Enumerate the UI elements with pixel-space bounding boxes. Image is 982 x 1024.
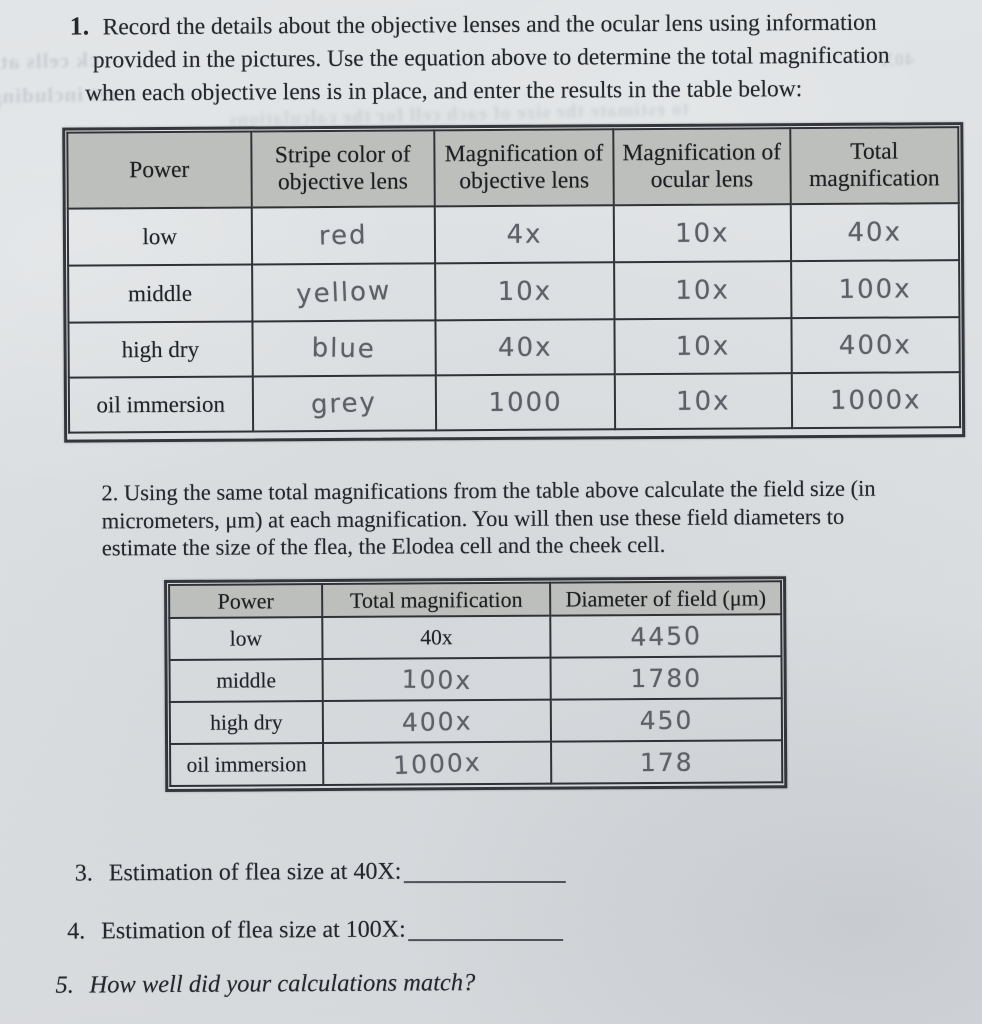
cell-ocular-mag-handwritten: 10x [613,204,791,263]
table-row-middle: middle yellow 10x 10x 100x [68,260,960,323]
cell-power: high dry [169,701,324,744]
cell-objective-mag-handwritten: 40x [435,319,615,376]
cell-total-mag-handwritten: 400x [790,317,960,374]
question-4: 4. Estimation of flea size at 100X: [67,910,563,946]
cell-diameter-handwritten: 178 [551,740,783,784]
cell-power: low [67,207,252,266]
question-5-text: How well did your calculations match? [89,969,476,999]
cell-diameter-handwritten: 450 [551,698,783,742]
question-4-number: 4. [67,918,86,945]
cell-ocular-mag-handwritten: 10x [614,318,792,375]
cell-power: oil immersion [170,743,324,786]
column-header-total-magnification: Total magnification [322,582,551,618]
question-3-number: 3. [74,860,93,887]
cell-total-mag-handwritten: 40x [790,203,960,262]
cell-stripe-color-handwritten: yellow [251,263,436,322]
question-2: 2. Using the same total magnifications f… [101,475,876,562]
column-header-stripe-color: Stripe color of objective lens [250,130,435,208]
cell-power: high dry [68,321,253,378]
column-header-field-diameter: Diameter of field (μm) [550,581,782,616]
cell-total-mag-handwritten: 100x [322,657,552,702]
question-2-line: estimate the size of the flea, the Elode… [101,531,666,561]
cell-power: middle [169,659,323,702]
column-header-objective-magnification: Magnification of objective lens [434,129,614,207]
cell-total-mag-handwritten: 400x [322,699,552,744]
table-header-row: Power Total magnification Diameter of fi… [169,581,782,618]
answer-blank-100x [407,914,563,942]
table-header-row: Power Stripe color of objective lens Mag… [67,127,959,209]
table-row-middle: middle 100x 1780 [169,656,782,702]
question-4-text: Estimation of flea size at 100X: [101,916,406,945]
handwritten-value: 100x [401,664,473,695]
table-row-oil-immersion: oil immersion grey 1000 10x 1000x [68,372,961,433]
column-header-ocular-magnification: Magnification of ocular lens [613,128,791,206]
question-5-number: 5. [55,971,74,999]
cell-total-mag-handwritten: 1000x [323,741,552,786]
answer-blank-40x [403,856,566,884]
column-header-power: Power [169,584,323,618]
table-row-high-dry: high dry blue 40x 10x 400x [68,317,960,378]
table-row-low: low 40x 4450 [169,614,782,660]
cell-diameter-handwritten: 1780 [550,656,782,700]
handwritten-value: grey [310,387,378,420]
question-3-text: Estimation of flea size at 40X: [108,858,402,887]
magnification-table: Power Stripe color of objective lens Mag… [62,122,966,443]
question-1-line: Record the details about the objective l… [102,9,877,41]
table-row-oil-immersion: oil immersion 1000x 178 [170,740,783,786]
question-5: 5. How well did your calculations match? [55,969,475,1000]
question-1: 1. Record the details about the objectiv… [70,7,890,111]
cell-power: middle [68,264,252,323]
cell-stripe-color-handwritten: grey [252,375,437,432]
cell-stripe-color-handwritten: red [251,206,436,265]
field-size-table: Power Total magnification Diameter of fi… [164,576,788,792]
cell-objective-mag-handwritten: 1000 [435,374,616,431]
question-1-line: when each objective lens is in place, an… [84,76,803,107]
question-1-number: 1. [69,11,90,41]
cell-total-mag-handwritten: 1000x [791,372,961,429]
handwritten-value: 4450 [629,620,703,652]
cell-diameter-handwritten: 4450 [550,614,782,658]
handwritten-value: blue [311,332,377,365]
cell-objective-mag-handwritten: 10x [435,262,615,321]
handwritten-value: 400x [401,706,473,737]
question-1-line: provided in the pictures. Use the equati… [92,42,890,74]
cell-ocular-mag-handwritten: 10x [614,261,791,320]
handwritten-value: red [318,219,368,251]
handwritten-value: yellow [295,275,392,310]
handwritten-value: 1000x [392,747,483,780]
cell-ocular-mag-handwritten: 10x [614,373,792,430]
column-header-total-magnification: Total magnification [789,127,959,205]
column-header-power: Power [67,131,252,209]
table-row-high-dry: high dry 400x 450 [169,698,783,744]
question-3: 3. Estimation of flea size at 40X: [75,852,566,888]
cell-power: oil immersion [68,376,253,433]
table-row-low: low red 4x 10x 40x [67,203,960,266]
question-2-line: 2. Using the same total magnifications f… [101,475,876,506]
cell-objective-mag-handwritten: 4x [434,205,615,264]
question-2-line: micrometers, μm) at each magnification. … [101,503,845,533]
cell-power: low [169,617,323,660]
cell-stripe-color-handwritten: blue [251,320,436,377]
cell-total-mag: 40x [322,615,551,660]
cell-total-mag-handwritten: 100x [790,260,960,319]
